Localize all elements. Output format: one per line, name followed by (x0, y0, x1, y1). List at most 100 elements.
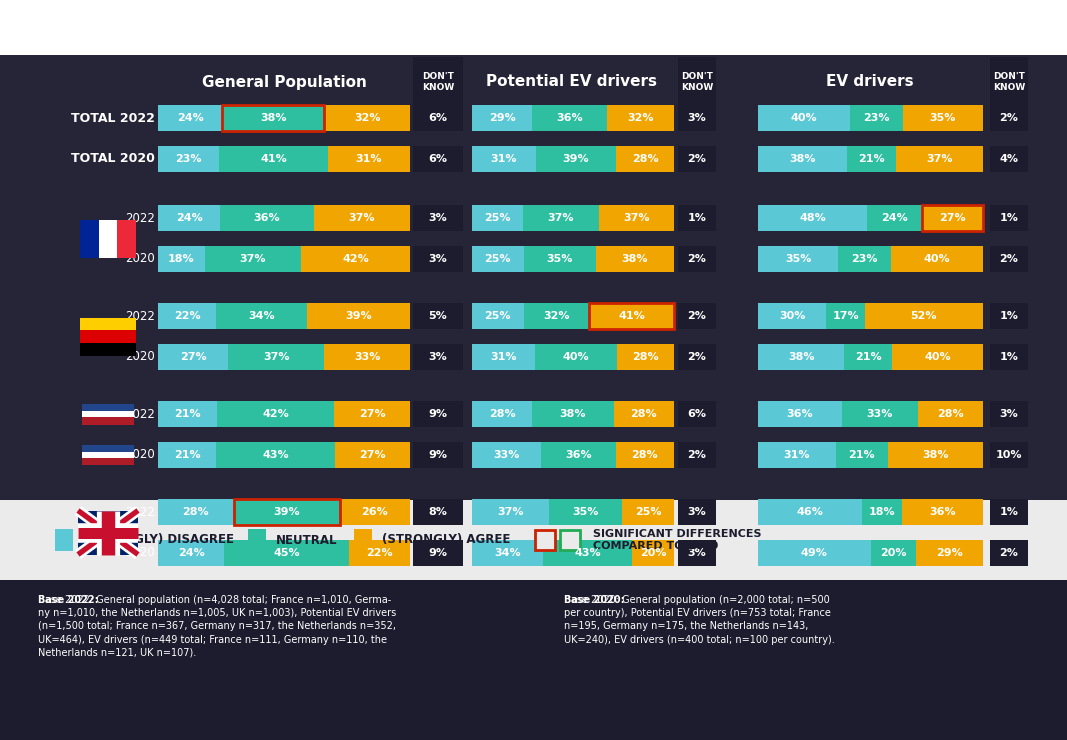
Bar (678, 205, 716, 231)
Text: (STRONGLY) DISAGREE: (STRONGLY) DISAGREE (83, 534, 234, 547)
Text: 42%: 42% (343, 254, 369, 264)
Text: 27%: 27% (179, 352, 206, 362)
Text: 37%: 37% (926, 154, 953, 164)
Bar (222, 105, 324, 131)
Bar (599, 205, 674, 231)
Bar (221, 205, 314, 231)
Bar (82, 458, 134, 465)
Bar (990, 205, 1028, 231)
Text: 40%: 40% (791, 113, 817, 123)
Text: 5%: 5% (429, 311, 447, 321)
Text: 38%: 38% (922, 450, 949, 460)
Text: 3%: 3% (687, 507, 706, 517)
Text: 28%: 28% (632, 352, 658, 362)
Text: DON'T
KNOW: DON'T KNOW (421, 73, 455, 92)
Text: 23%: 23% (851, 254, 878, 264)
Text: NEUTRAL: NEUTRAL (275, 534, 337, 547)
Bar (678, 303, 716, 329)
Bar (234, 499, 339, 525)
Bar (158, 344, 228, 370)
Text: 2020: 2020 (125, 547, 155, 559)
Bar (324, 105, 410, 131)
Text: 32%: 32% (627, 113, 654, 123)
Bar (891, 246, 983, 272)
Bar (758, 303, 826, 329)
Bar (306, 303, 410, 329)
Text: 31%: 31% (783, 450, 810, 460)
Text: 37%: 37% (497, 507, 524, 517)
Text: 29%: 29% (489, 113, 515, 123)
Bar (541, 442, 616, 468)
Text: 24%: 24% (176, 213, 203, 223)
Text: 2020: 2020 (125, 448, 155, 462)
Bar (844, 344, 892, 370)
Bar (158, 540, 224, 566)
Text: 2%: 2% (687, 311, 706, 321)
Text: 33%: 33% (493, 450, 520, 460)
Text: 4%: 4% (1000, 154, 1019, 164)
Bar (413, 57, 463, 107)
Text: 18%: 18% (169, 254, 194, 264)
Bar (678, 442, 716, 468)
Text: 18%: 18% (869, 507, 895, 517)
Bar (532, 105, 607, 131)
Text: (STRONGLY) AGREE: (STRONGLY) AGREE (382, 534, 511, 547)
Bar (98, 220, 117, 258)
Text: 41%: 41% (619, 311, 646, 321)
Text: 28%: 28% (182, 507, 209, 517)
Bar (80, 330, 136, 343)
Bar (413, 205, 463, 231)
Bar (354, 529, 372, 551)
Bar (902, 499, 983, 525)
Text: 40%: 40% (562, 352, 589, 362)
Bar (536, 146, 617, 172)
Bar (678, 401, 716, 427)
Bar (334, 401, 410, 427)
Text: Base 2020:: Base 2020: (563, 595, 624, 605)
Text: 25%: 25% (484, 254, 511, 264)
Bar (222, 105, 324, 131)
Bar (413, 105, 463, 131)
Text: 35%: 35% (572, 507, 599, 517)
Text: 21%: 21% (855, 352, 881, 362)
Bar (224, 540, 349, 566)
Bar (678, 146, 716, 172)
Bar (536, 344, 617, 370)
Text: 49%: 49% (801, 548, 828, 558)
Text: 33%: 33% (866, 409, 893, 419)
Bar (234, 499, 339, 525)
Text: 28%: 28% (631, 409, 657, 419)
Bar (0, 55, 1067, 500)
Text: 38%: 38% (790, 154, 816, 164)
Text: 29%: 29% (937, 548, 964, 558)
Text: 38%: 38% (787, 352, 814, 362)
Bar (678, 499, 716, 525)
Text: 52%: 52% (910, 311, 937, 321)
Text: 27%: 27% (360, 450, 386, 460)
Text: 24%: 24% (881, 213, 908, 223)
Text: 23%: 23% (863, 113, 890, 123)
Bar (903, 105, 983, 131)
Text: 3%: 3% (429, 254, 447, 264)
Bar (758, 442, 835, 468)
Text: 34%: 34% (249, 311, 275, 321)
Bar (219, 146, 328, 172)
Bar (472, 401, 532, 427)
Bar (82, 411, 134, 417)
Text: 21%: 21% (848, 450, 875, 460)
Text: 36%: 36% (557, 113, 584, 123)
Text: 26%: 26% (362, 507, 388, 517)
Text: 2022: 2022 (125, 505, 155, 519)
Bar (158, 105, 222, 131)
Bar (842, 401, 918, 427)
Bar (758, 499, 861, 525)
Bar (228, 344, 324, 370)
Bar (349, 540, 410, 566)
Bar (472, 303, 524, 329)
Bar (826, 303, 865, 329)
Text: 37%: 37% (262, 352, 289, 362)
Bar (617, 146, 674, 172)
Bar (324, 344, 410, 370)
Bar (158, 442, 217, 468)
Bar (472, 105, 532, 131)
